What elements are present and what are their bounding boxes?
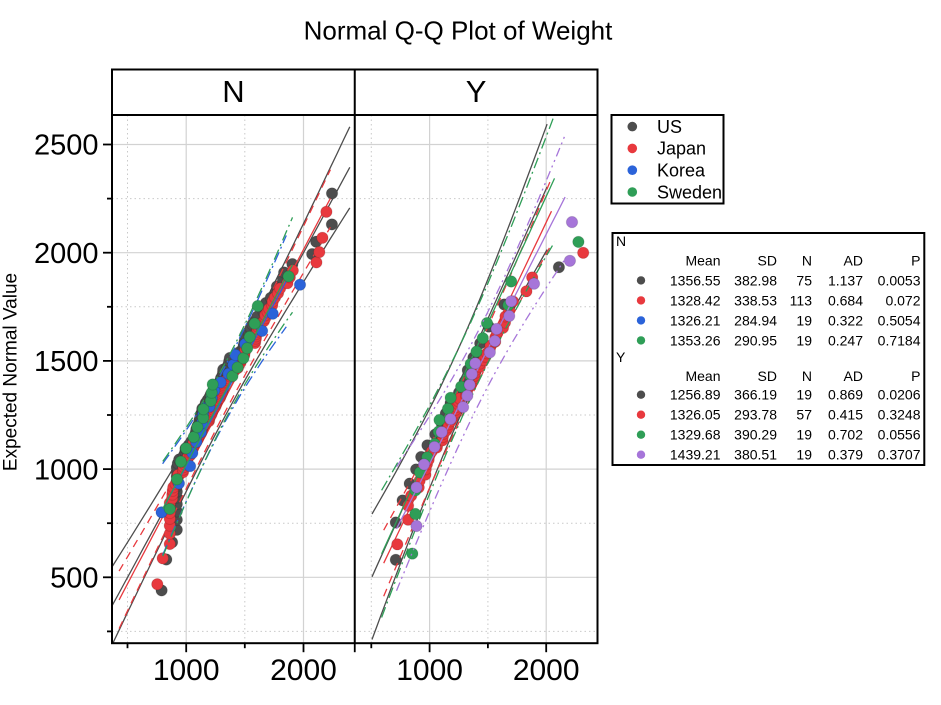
svg-text:SD: SD <box>758 253 777 269</box>
svg-text:1326.05: 1326.05 <box>670 407 721 423</box>
svg-text:284.94: 284.94 <box>734 312 777 328</box>
svg-text:1328.42: 1328.42 <box>670 292 721 308</box>
svg-text:2000: 2000 <box>270 654 337 687</box>
svg-text:1500: 1500 <box>34 346 99 378</box>
svg-text:113: 113 <box>790 292 813 308</box>
svg-text:N: N <box>802 368 812 384</box>
svg-text:2000: 2000 <box>34 238 99 270</box>
svg-text:19: 19 <box>796 312 812 328</box>
svg-text:2000: 2000 <box>513 654 580 687</box>
svg-text:1000: 1000 <box>153 654 220 687</box>
svg-text:P: P <box>911 253 920 269</box>
svg-text:0.322: 0.322 <box>828 312 863 328</box>
svg-text:2500: 2500 <box>34 130 99 162</box>
svg-text:Mean: Mean <box>685 368 720 384</box>
svg-text:0.0556: 0.0556 <box>878 427 921 443</box>
svg-text:Y: Y <box>466 74 487 109</box>
svg-text:500: 500 <box>50 563 98 595</box>
svg-text:0.869: 0.869 <box>828 387 863 403</box>
svg-text:0.379: 0.379 <box>828 447 863 463</box>
svg-text:P: P <box>911 368 920 384</box>
svg-text:1000: 1000 <box>396 654 463 687</box>
svg-text:Korea: Korea <box>657 161 706 181</box>
svg-text:Y: Y <box>616 349 626 365</box>
svg-text:Expected Normal Value: Expected Normal Value <box>1 273 22 471</box>
svg-text:AD: AD <box>844 368 863 384</box>
svg-text:0.0206: 0.0206 <box>878 387 921 403</box>
svg-text:1329.68: 1329.68 <box>670 427 721 443</box>
svg-text:1000: 1000 <box>34 454 99 486</box>
svg-text:1.137: 1.137 <box>828 272 863 288</box>
svg-text:0.247: 0.247 <box>828 332 863 348</box>
svg-text:1326.21: 1326.21 <box>670 312 721 328</box>
svg-text:0.3707: 0.3707 <box>878 447 921 463</box>
svg-text:0.702: 0.702 <box>828 427 863 443</box>
svg-text:SD: SD <box>758 368 777 384</box>
svg-text:19: 19 <box>796 387 812 403</box>
svg-text:1256.89: 1256.89 <box>670 387 721 403</box>
svg-text:293.78: 293.78 <box>734 407 777 423</box>
svg-text:1353.26: 1353.26 <box>670 332 721 348</box>
svg-text:57: 57 <box>796 407 812 423</box>
svg-text:0.684: 0.684 <box>828 292 863 308</box>
svg-text:19: 19 <box>796 332 812 348</box>
svg-text:Japan: Japan <box>657 139 706 159</box>
svg-text:0.415: 0.415 <box>828 407 863 423</box>
svg-text:Normal Q-Q Plot of Weight: Normal Q-Q Plot of Weight <box>304 16 614 46</box>
svg-text:N: N <box>222 74 244 109</box>
svg-text:0.5054: 0.5054 <box>878 312 921 328</box>
svg-text:19: 19 <box>796 447 812 463</box>
svg-text:0.0053: 0.0053 <box>878 272 921 288</box>
svg-text:0.3248: 0.3248 <box>878 407 921 423</box>
svg-text:1439.21: 1439.21 <box>670 447 721 463</box>
svg-text:1356.55: 1356.55 <box>670 272 721 288</box>
svg-text:19: 19 <box>796 427 812 443</box>
svg-text:N: N <box>802 253 812 269</box>
svg-text:338.53: 338.53 <box>734 292 777 308</box>
svg-text:AD: AD <box>844 253 863 269</box>
svg-text:382.98: 382.98 <box>734 272 777 288</box>
svg-text:75: 75 <box>796 272 812 288</box>
svg-text:290.95: 290.95 <box>734 332 777 348</box>
svg-text:US: US <box>657 117 682 137</box>
svg-text:0.072: 0.072 <box>885 292 920 308</box>
svg-text:366.19: 366.19 <box>734 387 777 403</box>
svg-text:380.51: 380.51 <box>734 447 777 463</box>
svg-text:0.7184: 0.7184 <box>878 332 921 348</box>
svg-text:N: N <box>616 233 626 249</box>
svg-text:Mean: Mean <box>685 253 720 269</box>
svg-text:390.29: 390.29 <box>734 427 777 443</box>
svg-text:Sweden: Sweden <box>657 182 722 202</box>
